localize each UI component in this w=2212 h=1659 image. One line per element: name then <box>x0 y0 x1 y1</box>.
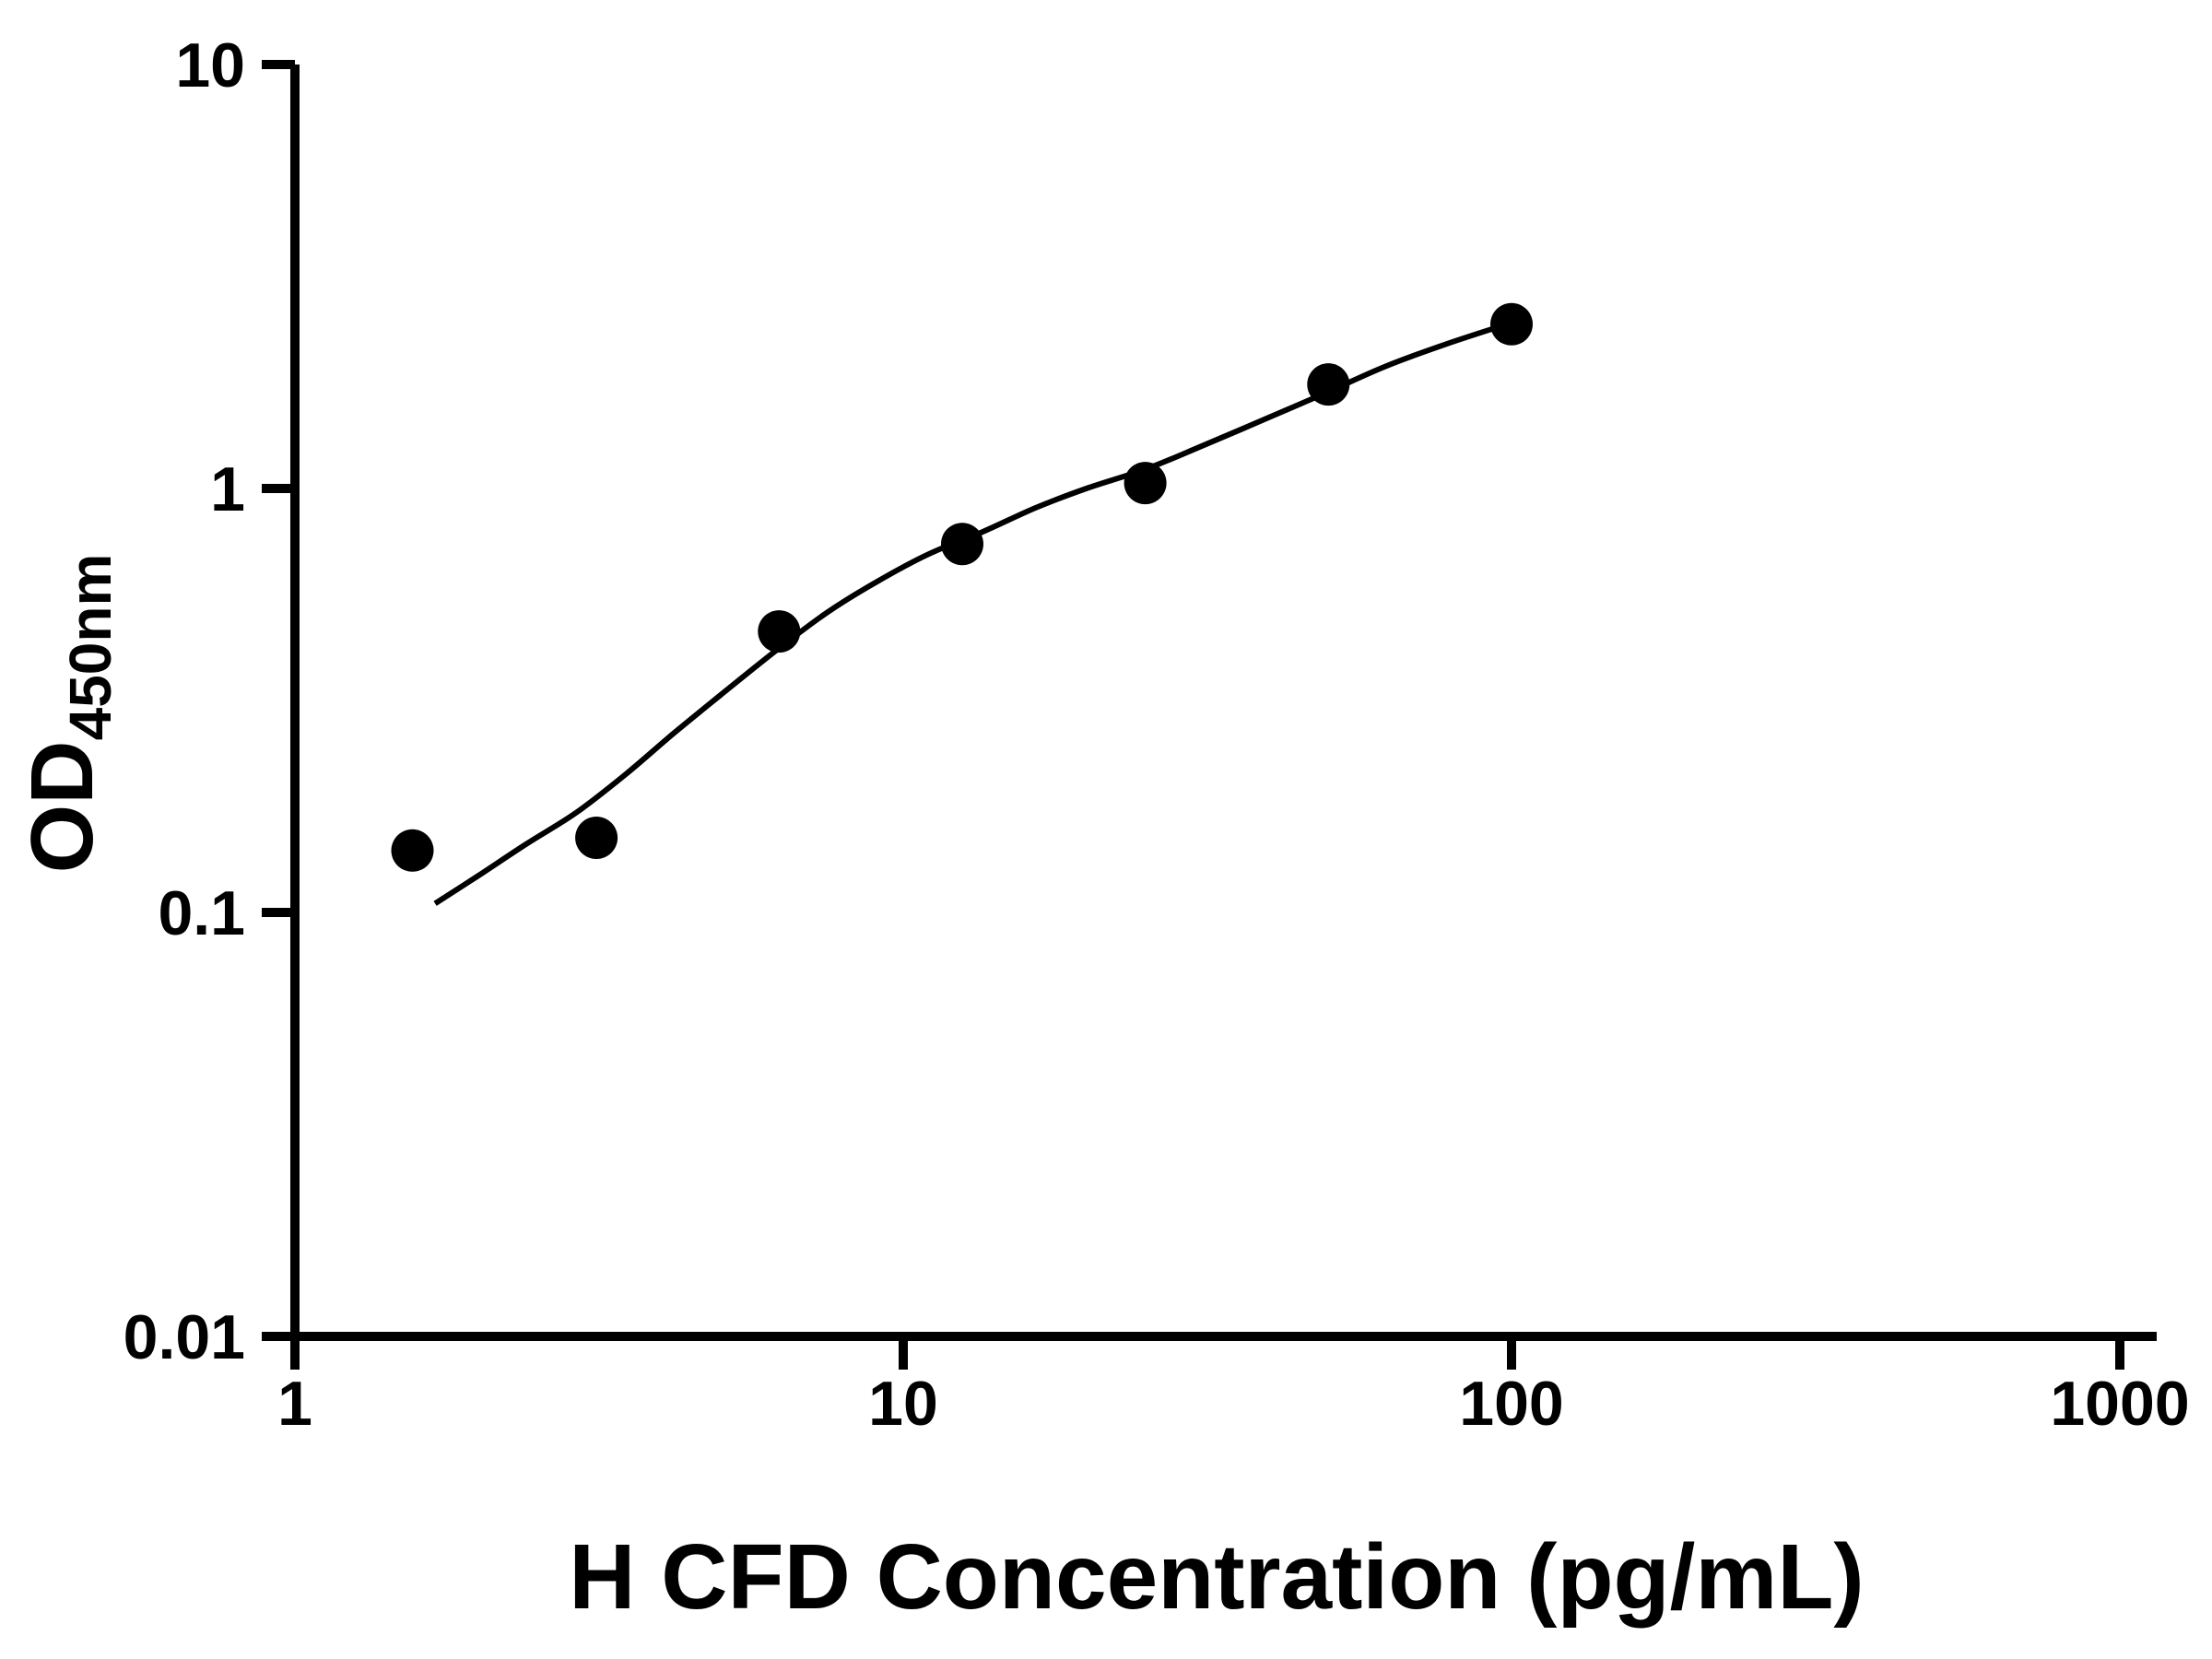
y-axis-title-subscript: 450nm <box>57 554 124 741</box>
y-tick-label: 0.1 <box>158 878 245 948</box>
fit-curve-path <box>433 320 1512 906</box>
tick-labels: 1 10 100 1000 10 1 0.1 0.01 <box>124 30 2190 1439</box>
data-point <box>575 817 618 859</box>
axes <box>290 65 2157 1341</box>
x-tick-label: 1 <box>277 1369 312 1439</box>
data-points-group <box>391 302 1533 872</box>
y-tick-label: 0.01 <box>124 1302 245 1372</box>
data-point <box>391 829 434 872</box>
y-tick-label: 1 <box>210 454 245 524</box>
fit-curve-group <box>433 320 1512 906</box>
data-point <box>1307 363 1350 406</box>
data-point <box>758 610 801 653</box>
tick-marks <box>262 60 2124 1370</box>
x-tick-label: 10 <box>868 1369 938 1439</box>
x-tick-label: 1000 <box>2050 1369 2189 1439</box>
data-point <box>1490 302 1533 346</box>
x-tick-label: 100 <box>1459 1369 1563 1439</box>
data-point <box>1124 462 1167 505</box>
data-point <box>941 523 983 566</box>
y-axis-title-main: OD <box>13 740 112 873</box>
axis-lines <box>290 65 2157 1341</box>
y-axis-title: OD450nm <box>13 554 124 874</box>
x-axis-title: H CFD Concentration (pg/mL) <box>569 1525 1864 1629</box>
y-tick-label: 10 <box>175 30 245 100</box>
